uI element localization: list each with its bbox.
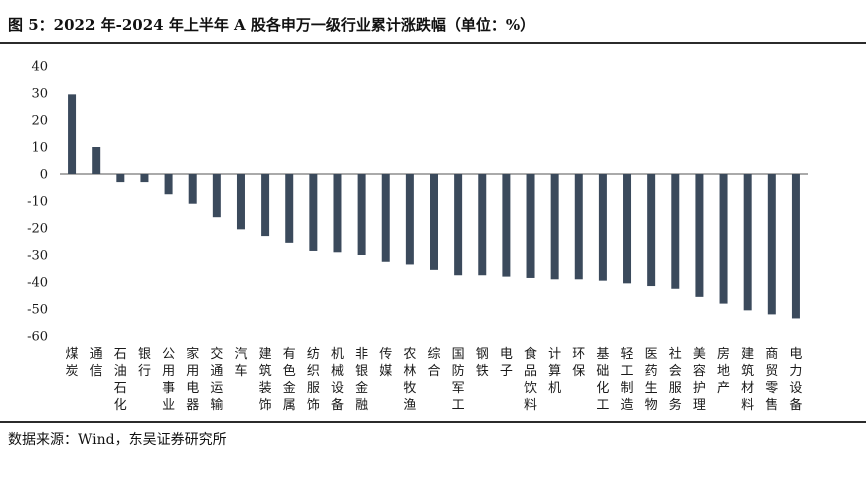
bar	[236, 174, 245, 230]
x-category-label: 非银金融	[355, 347, 368, 413]
x-category-label: 社会服务	[669, 346, 682, 413]
x-category-label: 医药生物	[645, 347, 658, 413]
x-category-label: 煤炭	[66, 347, 79, 379]
bar	[357, 174, 366, 255]
x-category-label: 综合	[427, 347, 440, 379]
x-category-label: 纺织服饰	[307, 347, 320, 413]
bar	[381, 174, 390, 262]
bar	[623, 174, 632, 284]
x-category-label: 建筑材料	[741, 347, 754, 413]
bar	[116, 174, 125, 183]
bar	[261, 174, 270, 237]
x-category-label: 银行	[138, 347, 151, 379]
y-tick-label: -60	[27, 330, 48, 345]
x-category-label: 农林牧渔	[403, 347, 416, 413]
bar	[574, 174, 583, 280]
bar	[68, 94, 77, 174]
bar	[791, 174, 800, 319]
bar	[92, 147, 101, 174]
x-category-label: 商贸零售	[765, 347, 778, 413]
x-category-label: 建筑装饰	[259, 347, 272, 413]
bar	[309, 174, 318, 251]
bar	[695, 174, 704, 297]
x-category-label: 钢铁	[476, 347, 489, 379]
bar	[140, 174, 149, 183]
x-category-label: 基础化工	[596, 347, 609, 413]
x-category-label: 交通运输	[210, 346, 223, 413]
bar	[478, 174, 487, 276]
bar-chart: 40 30 20 10 0 -10 -20 -30 -40 -50 -60 煤炭通信石油石化银行公用…	[27, 60, 808, 413]
bar	[454, 174, 463, 276]
y-tick-label: 40	[31, 60, 48, 75]
x-category-label: 公用事业	[162, 347, 175, 413]
x-category-label: 环保	[572, 347, 585, 379]
y-tick-label: -10	[27, 195, 48, 210]
x-category-label: 食品饮料	[524, 346, 537, 413]
bar	[430, 174, 438, 270]
bottom-rule	[0, 421, 866, 423]
y-tick-label: 10	[31, 141, 48, 156]
x-category-label: 家用电器	[186, 346, 199, 413]
bar	[333, 174, 342, 253]
bar	[550, 174, 559, 280]
bar	[212, 174, 221, 218]
y-tick-label: -20	[27, 222, 48, 237]
bar	[405, 174, 414, 265]
x-category-label: 有色金属	[283, 347, 296, 413]
x-category-label: 通信	[90, 347, 103, 379]
y-tick-label: -40	[27, 276, 48, 291]
x-category-label: 机械设备	[331, 347, 344, 413]
bar	[502, 174, 511, 277]
bar	[188, 174, 197, 204]
x-category-label: 美容护理	[693, 347, 706, 413]
x-category-label: 计算机	[548, 347, 561, 396]
bar-series	[68, 94, 800, 319]
bar	[647, 174, 656, 287]
x-axis-labels: 煤炭通信石油石化银行公用事业家用电器交通运输汽车建筑装饰有色金属纺织服饰机械设备…	[66, 346, 803, 413]
top-rule	[0, 42, 866, 44]
bar	[719, 174, 728, 304]
x-category-label: 电力设备	[789, 347, 802, 413]
bar	[285, 174, 294, 243]
y-tick-label: -30	[27, 249, 48, 264]
bar	[743, 174, 752, 311]
x-category-label: 国防军工	[452, 347, 465, 413]
chart-title: 图 5：2022 年-2024 年上半年 A 股各申万一级行业累计涨跌幅（单位：…	[8, 16, 536, 34]
bar	[767, 174, 776, 315]
y-tick-label: 20	[31, 114, 48, 129]
bar	[526, 174, 535, 278]
x-category-label: 电子	[500, 347, 513, 379]
y-tick-label: -50	[27, 303, 48, 318]
x-category-label: 房地产	[717, 346, 730, 396]
bar	[164, 174, 173, 195]
x-category-label: 石油石化	[114, 347, 127, 413]
source-note: 数据来源：Wind，东吴证券研究所	[8, 432, 227, 448]
y-tick-label: 0	[40, 168, 48, 183]
bar	[598, 174, 607, 281]
y-tick-label: 30	[31, 87, 48, 102]
y-axis: 40 30 20 10 0 -10 -20 -30 -40 -50 -60	[27, 60, 808, 345]
x-category-label: 轻工制造	[621, 347, 634, 413]
x-category-label: 汽车	[234, 347, 247, 379]
x-category-label: 传媒	[379, 347, 392, 379]
bar	[671, 174, 680, 289]
